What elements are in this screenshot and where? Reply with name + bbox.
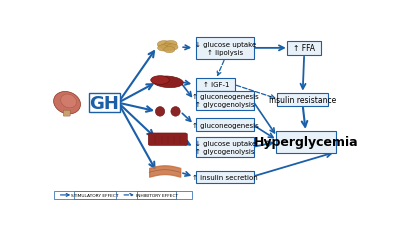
Text: ↑ insulin secretion: ↑ insulin secretion xyxy=(192,174,258,180)
Ellipse shape xyxy=(171,107,180,117)
Text: GH: GH xyxy=(89,94,119,112)
FancyBboxPatch shape xyxy=(89,94,120,113)
FancyBboxPatch shape xyxy=(148,133,187,146)
Circle shape xyxy=(167,45,178,51)
FancyBboxPatch shape xyxy=(138,191,176,199)
Text: Insulin resistance: Insulin resistance xyxy=(269,95,336,104)
Circle shape xyxy=(158,45,169,52)
FancyBboxPatch shape xyxy=(196,171,254,183)
Circle shape xyxy=(164,47,175,54)
Ellipse shape xyxy=(151,76,169,85)
FancyBboxPatch shape xyxy=(74,191,116,199)
Text: ↑ IGF-1: ↑ IGF-1 xyxy=(203,82,229,88)
Text: STIMULATORY EFFECT: STIMULATORY EFFECT xyxy=(71,193,119,197)
Ellipse shape xyxy=(54,92,80,114)
Ellipse shape xyxy=(155,107,165,117)
FancyBboxPatch shape xyxy=(63,111,70,117)
Text: ↑ gluconeogenesis
↑ glycogenolysis: ↑ gluconeogenesis ↑ glycogenolysis xyxy=(192,94,258,108)
Ellipse shape xyxy=(61,95,76,108)
FancyBboxPatch shape xyxy=(196,38,254,59)
Circle shape xyxy=(165,41,177,48)
FancyBboxPatch shape xyxy=(196,138,254,157)
Text: ↓ glucose uptake
↑ lipolysis: ↓ glucose uptake ↑ lipolysis xyxy=(194,42,256,56)
Circle shape xyxy=(157,41,171,49)
FancyBboxPatch shape xyxy=(287,42,321,56)
FancyBboxPatch shape xyxy=(277,93,328,106)
FancyBboxPatch shape xyxy=(276,131,336,153)
Text: ↑ gluconeogenesis: ↑ gluconeogenesis xyxy=(192,122,258,128)
FancyBboxPatch shape xyxy=(196,119,254,131)
Ellipse shape xyxy=(152,77,183,88)
FancyBboxPatch shape xyxy=(196,91,254,110)
Circle shape xyxy=(161,44,175,52)
Text: ↑ FFA: ↑ FFA xyxy=(293,44,315,53)
FancyBboxPatch shape xyxy=(196,79,235,91)
Text: Hyperglycemia: Hyperglycemia xyxy=(254,136,358,149)
Text: INHIBITORY EFFECT: INHIBITORY EFFECT xyxy=(136,193,178,197)
FancyBboxPatch shape xyxy=(54,191,192,199)
Text: ↓ glucose uptake
↑ glycogenolysis: ↓ glucose uptake ↑ glycogenolysis xyxy=(194,140,256,154)
